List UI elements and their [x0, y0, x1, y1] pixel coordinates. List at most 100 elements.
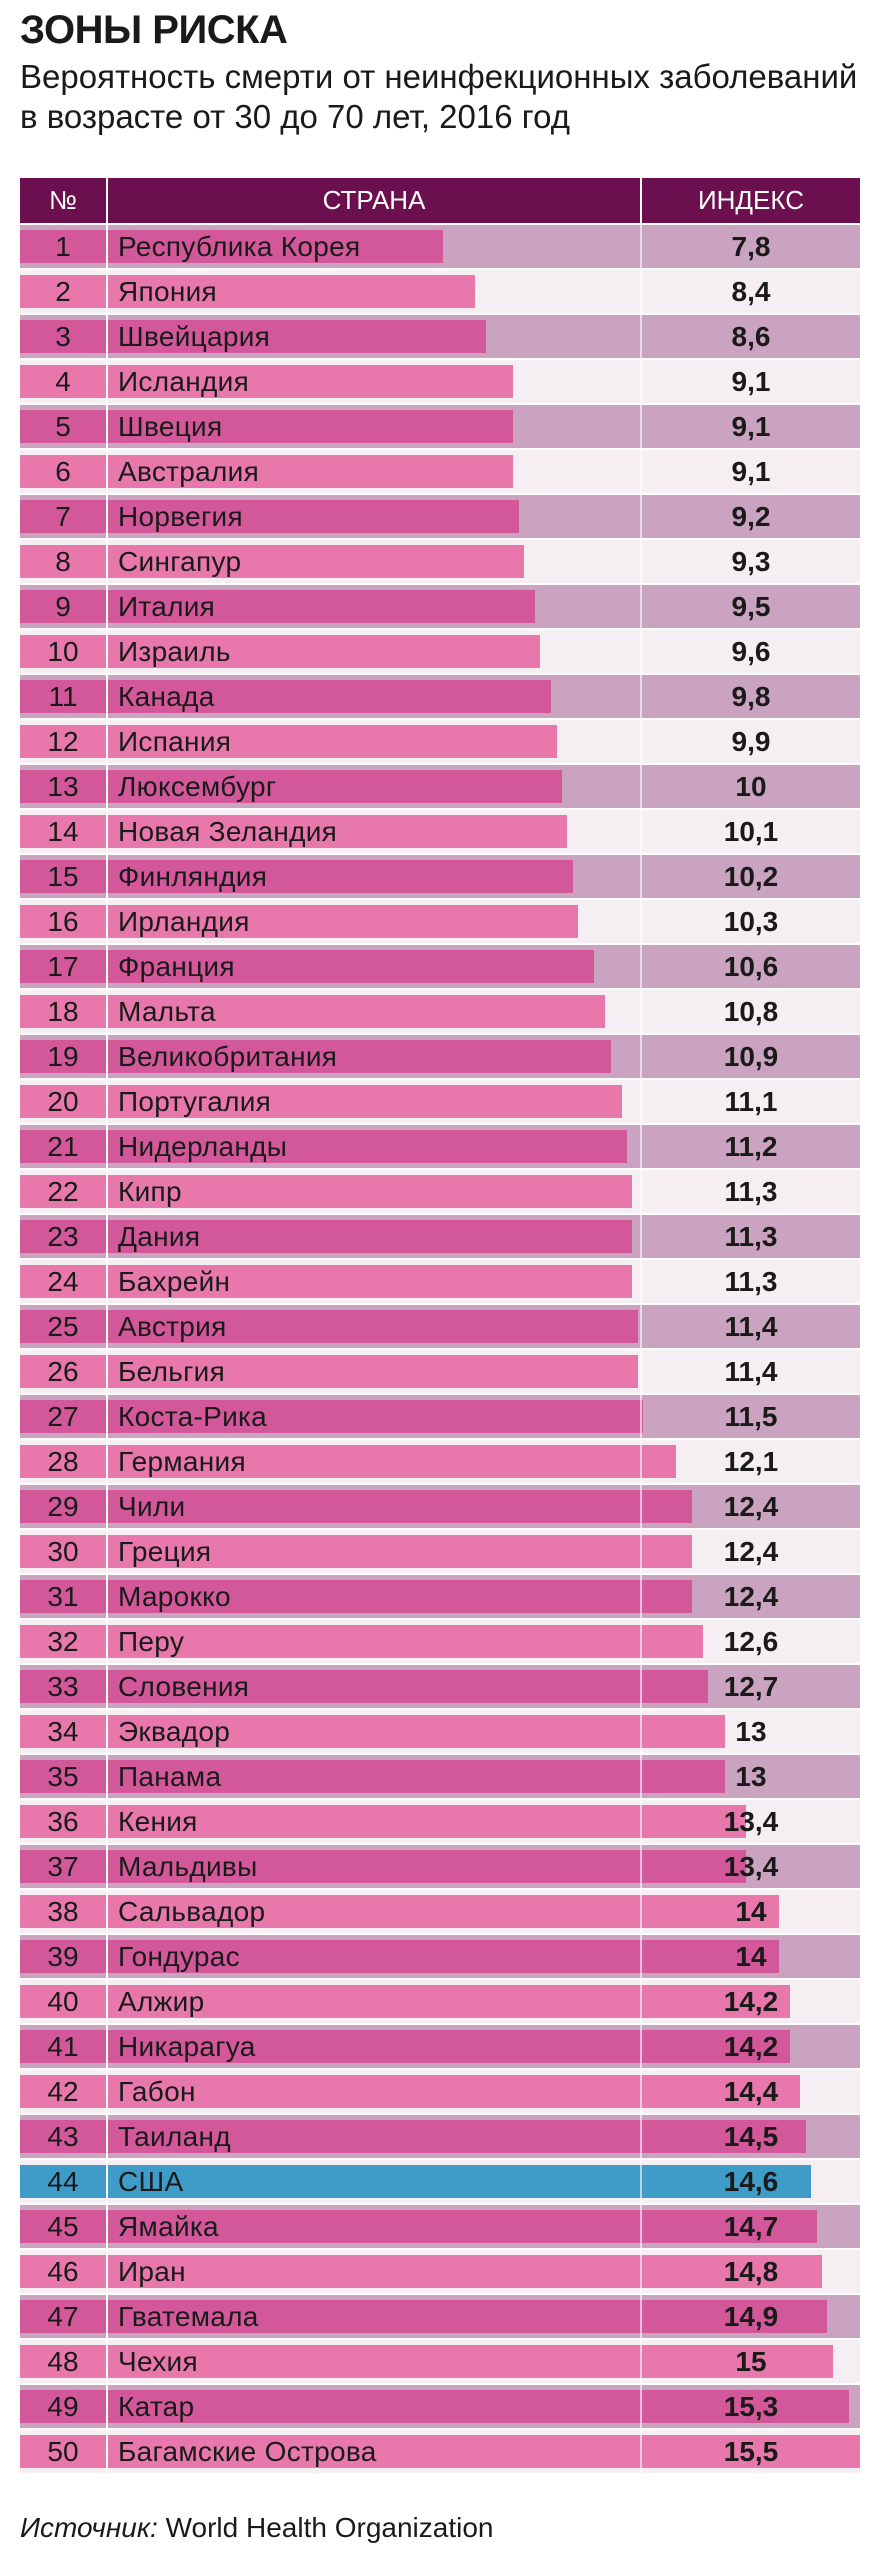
bar: [20, 2120, 806, 2153]
bar: [20, 2300, 827, 2333]
bar: [20, 1895, 779, 1928]
value-label: 13,4: [723, 1851, 779, 1882]
table-row: 25 Австрия 11,4: [20, 1305, 860, 1348]
bar: [20, 455, 513, 488]
bar: [20, 1220, 632, 1253]
country-label: Израиль: [118, 636, 231, 667]
table-row: 20 Португалия 11,1: [20, 1080, 860, 1123]
table-row: 40 Алжир 14,2: [20, 1980, 860, 2023]
value-label: 13,4: [723, 1806, 779, 1837]
value-label: 9,3: [731, 546, 771, 577]
column-divider: [640, 1800, 642, 1843]
table-row: 5 Швеция 9,1: [20, 405, 860, 448]
column-divider: [640, 855, 642, 898]
rank-label: 36: [47, 1806, 79, 1837]
bar: [20, 545, 524, 578]
value-label: 11,4: [724, 1356, 778, 1387]
column-header-index: ИНДЕКС: [642, 178, 860, 223]
table-row: 29 Чили 12,4: [20, 1485, 860, 1528]
column-divider: [640, 1440, 642, 1483]
table-row: 23 Дания 11,3: [20, 1215, 860, 1258]
country-label: Чили: [118, 1491, 186, 1522]
country-label: Республика Корея: [118, 231, 361, 262]
country-label: Финляндия: [118, 861, 268, 892]
rank-label: 8: [55, 546, 71, 577]
rank-label: 10: [47, 636, 79, 667]
value-label: 8,6: [731, 321, 771, 352]
value-label: 9,6: [731, 636, 771, 667]
country-label: Сальвадор: [118, 1896, 266, 1927]
column-divider: [106, 2385, 108, 2428]
country-label: Швеция: [118, 411, 223, 442]
column-divider: [106, 1260, 108, 1303]
table-row: 24 Бахрейн 11,3: [20, 1260, 860, 1303]
column-divider: [640, 1530, 642, 1573]
column-divider: [106, 900, 108, 943]
country-label: Гондурас: [118, 1941, 240, 1972]
rank-label: 46: [47, 2256, 79, 2287]
column-divider: [106, 1575, 108, 1618]
column-divider: [106, 675, 108, 718]
rank-label: 32: [47, 1626, 79, 1657]
table-row: 41 Никарагуа 14,2: [20, 2025, 860, 2068]
bar: [20, 1850, 746, 1883]
country-label: Швейцария: [118, 321, 271, 352]
country-label: Эквадор: [118, 1716, 231, 1747]
table-row: 48 Чехия 15: [20, 2340, 860, 2383]
bar: [20, 1940, 779, 1973]
rank-label: 22: [47, 1176, 79, 1207]
table-row: 19 Великобритания 10,9: [20, 1035, 860, 1078]
column-divider: [640, 1125, 642, 1168]
column-divider: [106, 1755, 108, 1798]
bar-highlight: [20, 2165, 811, 2198]
column-divider: [106, 2115, 108, 2158]
table-row: 14 Новая Зеландия 10,1: [20, 810, 860, 853]
bar: [20, 1310, 638, 1343]
table-row: 26 Бельгия 11,4: [20, 1350, 860, 1393]
bar: [20, 725, 557, 758]
value-label: 14: [735, 1941, 767, 1972]
bar: [20, 1535, 692, 1568]
value-label: 12,7: [723, 1671, 779, 1702]
table-row: 44 США 14,6: [20, 2160, 860, 2203]
country-label: Австрия: [118, 1311, 227, 1342]
value-label: 11,4: [724, 1311, 778, 1342]
source-label: Источник:: [20, 2512, 158, 2543]
value-label: 10,6: [723, 951, 779, 982]
table-row: 45 Ямайка 14,7: [20, 2205, 860, 2248]
value-label: 11,3: [724, 1221, 778, 1252]
column-divider: [640, 495, 642, 538]
value-label: 15,5: [723, 2436, 779, 2467]
value-label: 11,5: [724, 1401, 778, 1432]
table-row: 35 Панама 13: [20, 1755, 860, 1798]
country-label: Коста-Рика: [118, 1401, 268, 1432]
bar: [20, 2345, 833, 2378]
table-row: 46 Иран 14,8: [20, 2250, 860, 2293]
column-divider: [106, 360, 108, 403]
value-label: 10,8: [723, 996, 779, 1027]
column-header-country: СТРАНА: [108, 178, 640, 223]
column-divider: [640, 810, 642, 853]
rank-label: 14: [47, 816, 79, 847]
table-row: 42 Габон 14,4: [20, 2070, 860, 2113]
value-label: 9,8: [731, 681, 771, 712]
column-divider: [106, 2250, 108, 2293]
column-divider: [640, 1260, 642, 1303]
chart-title: ЗОНЫ РИСКА: [20, 8, 288, 52]
rank-label: 19: [47, 1041, 79, 1072]
table-row: 10 Израиль 9,6: [20, 630, 860, 673]
column-divider: [640, 450, 642, 493]
bar: [20, 2030, 790, 2063]
column-divider: [640, 1980, 642, 2023]
column-divider: [640, 540, 642, 583]
value-label: 14,9: [723, 2301, 779, 2332]
bar: [20, 2210, 817, 2243]
bar: [20, 1670, 708, 1703]
value-label: 9,2: [731, 501, 771, 532]
column-divider: [640, 1035, 642, 1078]
column-divider: [106, 1665, 108, 1708]
value-label: 10,3: [723, 906, 779, 937]
table-header: № СТРАНА ИНДЕКС: [20, 178, 860, 223]
value-label: 10,2: [723, 861, 779, 892]
bar: [20, 1445, 676, 1478]
